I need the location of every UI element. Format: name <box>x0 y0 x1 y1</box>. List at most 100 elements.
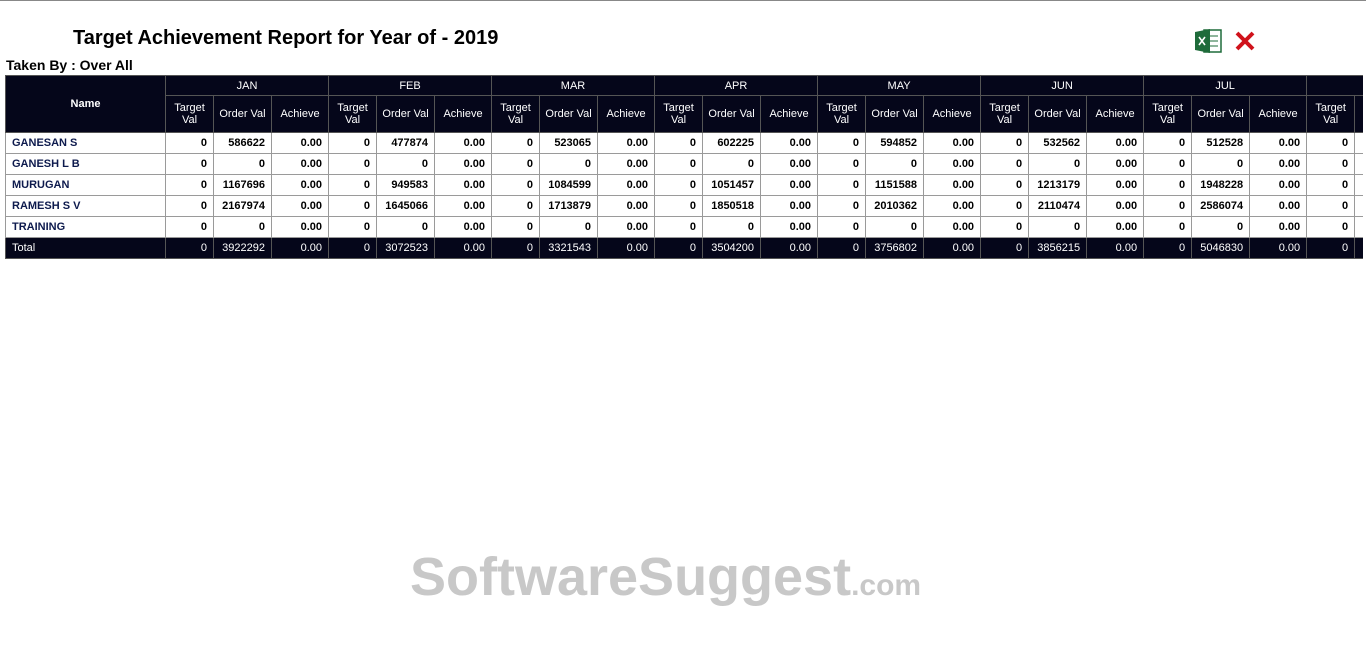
value-cell: 0.00 <box>1086 174 1145 196</box>
value-cell: 0 <box>980 216 1030 238</box>
value-cell: 0 <box>980 237 1030 259</box>
value-cell: 0 <box>165 174 214 196</box>
report-table: Name JAN FEB MAR APR MAY JUN JUL Target Val Order… <box>5 75 1363 259</box>
value-cell: 0 <box>1143 153 1193 175</box>
value-cell: 1645066 <box>376 195 436 217</box>
name-cell: GANESH L B <box>5 153 166 175</box>
value-cell: 0 <box>1191 216 1251 238</box>
value-cell: 523065 <box>539 132 599 154</box>
month-header: APR <box>654 75 819 96</box>
sub-header: Achieve <box>1086 95 1145 133</box>
month-header: MAR <box>491 75 656 96</box>
value-cell: 2010362 <box>865 195 925 217</box>
close-button[interactable] <box>1234 30 1256 52</box>
value-cell: 0.00 <box>923 174 982 196</box>
value-cell: 2167974 <box>213 195 272 217</box>
value-cell: 594852 <box>865 132 925 154</box>
value-cell: 0 <box>702 216 762 238</box>
value-cell: 0.00 <box>923 237 982 259</box>
value-cell: 0 <box>817 132 867 154</box>
data-row: GANESH L B 0 0 0.00 0 0 0.00 0 0 0.00 0 0 0.00 0 0 0.00… <box>5 153 1363 175</box>
value-cell: 0 <box>1143 216 1193 238</box>
value-cell: 0 <box>654 237 704 259</box>
value-cell: 0.00 <box>760 237 819 259</box>
name-cell: MURUGAN <box>5 174 166 196</box>
value-cell: 0 <box>980 195 1030 217</box>
value-cell: 0 <box>1306 237 1356 259</box>
value-cell: 0.00 <box>760 174 819 196</box>
value-cell: 0.00 <box>923 153 982 175</box>
value-cell: 0.00 <box>270 237 330 259</box>
value-cell: 0 <box>165 237 214 259</box>
data-row: MURUGAN 0 1167696 0.00 0 949583 0.00 0 1084599 0.… <box>5 174 1363 196</box>
sub-header: Target Val <box>165 95 214 133</box>
value-cell: 0 <box>980 174 1030 196</box>
value-cell: 0.00 <box>597 237 656 259</box>
sub-header: Target Val <box>1143 95 1193 133</box>
value-cell: 0 <box>213 153 272 175</box>
value-cell <box>1354 216 1363 238</box>
value-cell: 0.00 <box>434 153 493 175</box>
value-cell: 0 <box>491 237 541 259</box>
value-cell: 0 <box>328 216 378 238</box>
value-cell: 0.00 <box>434 132 493 154</box>
sub-header: Order Val <box>213 95 272 133</box>
value-cell: 532562 <box>1028 132 1088 154</box>
value-cell: 0 <box>980 153 1030 175</box>
subheader-row: Target Val Order Val Achieve Target Val Orde… <box>6 95 1363 133</box>
value-cell: 0 <box>539 216 599 238</box>
sub-header: Order Val <box>1191 95 1251 133</box>
value-cell: 0.00 <box>1249 195 1308 217</box>
value-cell: 0 <box>654 132 704 154</box>
data-row: TRAINING 0 0 0.00 0 0 0.00 0 0 0.00 0 0 0.00 0 0 0.00 0 0… <box>5 216 1363 238</box>
sub-header: Target Val <box>491 95 541 133</box>
value-cell: 1948228 <box>1191 174 1251 196</box>
value-cell <box>1354 132 1363 154</box>
value-cell: 0.00 <box>760 132 819 154</box>
value-cell: 0.00 <box>1249 132 1308 154</box>
value-cell: 0.00 <box>270 216 330 238</box>
value-cell: 602225 <box>702 132 762 154</box>
value-cell: 0.00 <box>923 195 982 217</box>
value-cell: 0.00 <box>1086 153 1145 175</box>
value-cell: 0 <box>1306 195 1356 217</box>
sub-header: Achieve <box>760 95 819 133</box>
sub-header: Order Val <box>702 95 762 133</box>
value-cell: 0 <box>1143 237 1193 259</box>
sub-header: Achieve <box>270 95 330 133</box>
sub-header: Order Val <box>539 95 599 133</box>
value-cell: 512528 <box>1191 132 1251 154</box>
sub-header: Target Val <box>980 95 1030 133</box>
value-cell: 0 <box>491 195 541 217</box>
month-header: JAN <box>164 75 330 96</box>
value-cell: 0 <box>702 153 762 175</box>
value-cell: 0 <box>376 216 436 238</box>
report-title: Target Achievement Report for Year of - … <box>73 27 499 49</box>
value-cell: 0.00 <box>270 174 330 196</box>
excel-export-button[interactable] <box>1194 28 1222 54</box>
value-cell: 0 <box>1191 153 1251 175</box>
value-cell: 0 <box>539 153 599 175</box>
value-cell: 3756802 <box>865 237 925 259</box>
value-cell: 0.00 <box>1086 132 1145 154</box>
sub-header: Achieve <box>1249 95 1308 133</box>
value-cell: 0 <box>817 174 867 196</box>
value-cell: 0 <box>213 216 272 238</box>
value-cell: 0 <box>817 153 867 175</box>
sub-header: Achieve <box>597 95 656 133</box>
value-cell: 477874 <box>376 132 436 154</box>
value-cell: 0.00 <box>597 174 656 196</box>
value-cell: 0 <box>376 153 436 175</box>
watermark: SoftwareSuggest.com <box>410 546 921 608</box>
value-cell: 0 <box>654 153 704 175</box>
watermark-main: SoftwareSuggest <box>410 547 852 607</box>
value-cell: 0.00 <box>434 216 493 238</box>
total-row: Total 0 3922292 0.00 0 3072523 0.00 0 3321543 0.0… <box>5 237 1363 259</box>
value-cell: 0 <box>328 153 378 175</box>
value-cell: 0.00 <box>923 216 982 238</box>
name-header: Name <box>5 75 166 133</box>
value-cell: 0 <box>1306 132 1356 154</box>
sub-header: Order Val <box>376 95 436 133</box>
value-cell: 949583 <box>376 174 436 196</box>
value-cell: 3072523 <box>376 237 436 259</box>
